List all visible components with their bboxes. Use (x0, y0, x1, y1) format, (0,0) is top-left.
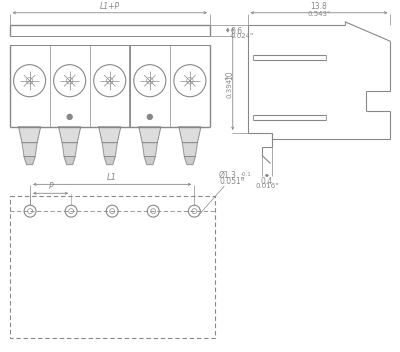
Text: Ø1.3: Ø1.3 (219, 170, 237, 180)
Circle shape (67, 114, 72, 119)
Polygon shape (139, 127, 161, 143)
Polygon shape (184, 157, 195, 164)
Text: 0.024": 0.024" (231, 33, 254, 39)
Text: 0.6: 0.6 (231, 27, 243, 36)
Text: L1: L1 (107, 174, 117, 182)
Polygon shape (182, 143, 197, 157)
Bar (10, 196, 215, 338)
Polygon shape (62, 143, 77, 157)
Text: 0: 0 (241, 177, 244, 182)
Polygon shape (142, 143, 157, 157)
Circle shape (147, 114, 152, 119)
Polygon shape (144, 157, 155, 164)
Text: 0.543": 0.543" (308, 11, 330, 17)
Polygon shape (102, 143, 117, 157)
Text: -0.1: -0.1 (241, 172, 252, 177)
Polygon shape (179, 127, 201, 143)
Polygon shape (59, 127, 81, 143)
Polygon shape (64, 157, 75, 164)
Polygon shape (99, 127, 121, 143)
Polygon shape (18, 127, 41, 143)
Text: 10: 10 (225, 70, 234, 80)
Polygon shape (104, 157, 115, 164)
Polygon shape (24, 157, 35, 164)
Text: 0.016": 0.016" (255, 183, 278, 189)
Text: 0.394": 0.394" (227, 75, 233, 98)
Text: L1+P: L1+P (100, 2, 120, 11)
Polygon shape (22, 143, 37, 157)
Text: 0.051": 0.051" (219, 177, 244, 186)
Text: P: P (48, 182, 53, 191)
Text: 13.8: 13.8 (311, 2, 328, 11)
Text: 0.4: 0.4 (261, 177, 273, 187)
